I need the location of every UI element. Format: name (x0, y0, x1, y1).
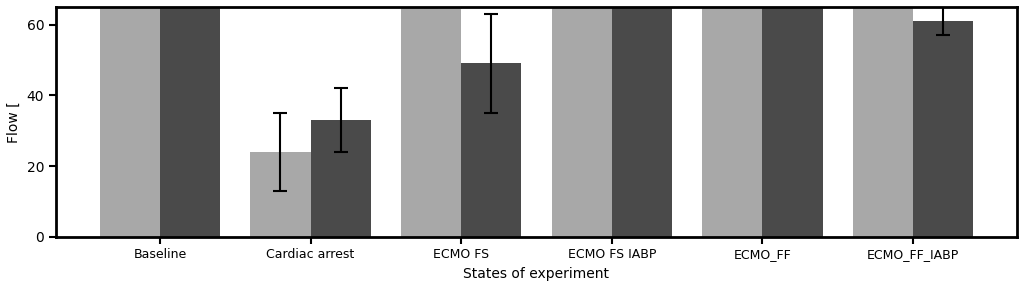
Bar (401, 7, 461, 237)
Bar (461, 63, 521, 237)
Bar (763, 7, 822, 237)
Bar (913, 21, 974, 237)
Bar (99, 7, 160, 237)
Bar (611, 7, 672, 237)
Bar (853, 7, 913, 237)
Y-axis label: Flow [: Flow [ (7, 101, 20, 143)
Bar (310, 120, 371, 237)
Bar (250, 152, 310, 237)
X-axis label: States of experiment: States of experiment (464, 267, 609, 281)
Bar (552, 7, 611, 237)
Bar (160, 7, 220, 237)
Bar (702, 7, 763, 237)
